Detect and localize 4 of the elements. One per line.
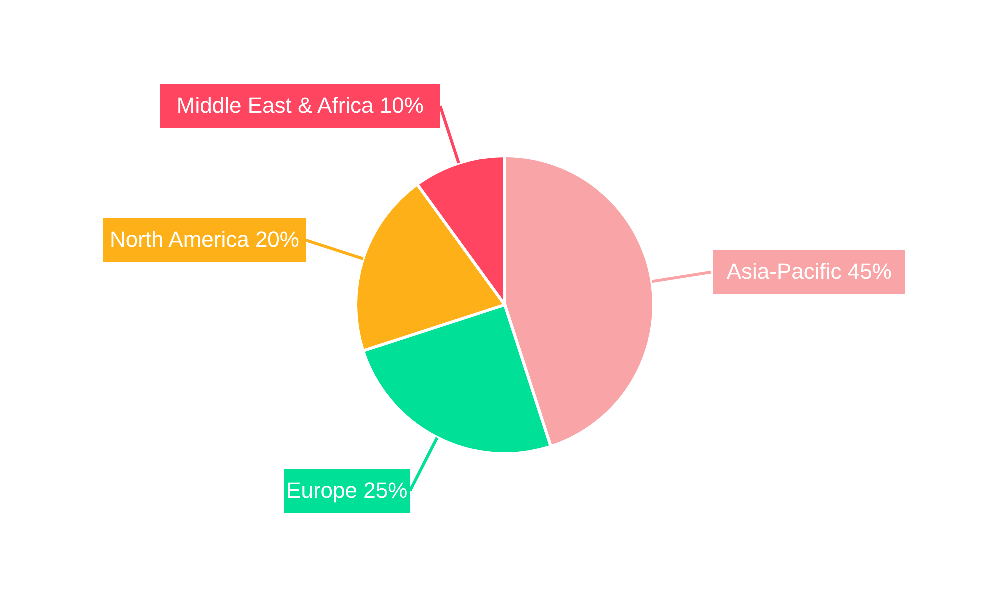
slice-label: Europe 25% [286, 478, 408, 504]
slice-label: Asia-Pacific 45% [726, 259, 892, 284]
slice-label: North America 20% [110, 227, 300, 252]
slice-label: Middle East & Africa 10% [176, 93, 424, 118]
